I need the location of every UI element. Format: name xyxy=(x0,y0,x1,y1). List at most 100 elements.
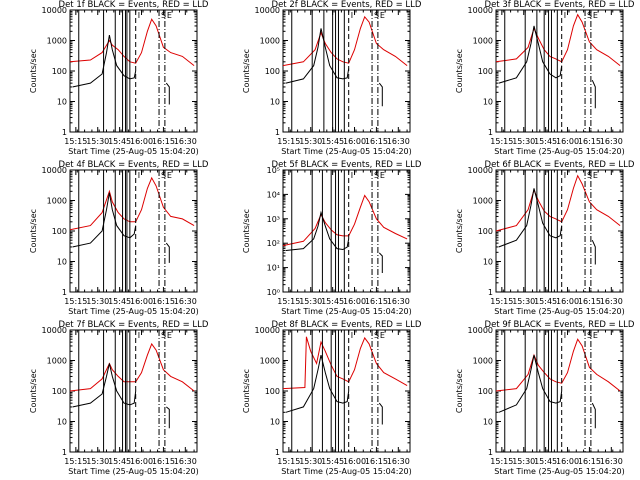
x-axis-label: Start Time (25-Aug-05 15:04:20) xyxy=(494,147,625,156)
x-tick-label: 16:15 xyxy=(578,137,601,146)
y-axis-label: Counts/sec xyxy=(242,209,251,253)
x-tick-label: 15:30 xyxy=(299,457,322,466)
y-tick-label: 10000 xyxy=(468,326,493,335)
x-tick-label: 16:00 xyxy=(130,457,153,466)
time-marker-label: S xyxy=(587,11,592,20)
events-series-line xyxy=(498,354,563,413)
chart-panel-4: Det 4f BLACK = Events, RED = LLD 1 10 100 10… xyxy=(29,160,209,316)
events-series-line xyxy=(165,406,170,429)
x-tick-label: 16:15 xyxy=(365,297,388,306)
x-tick-label: 16:15 xyxy=(152,457,175,466)
y-tick-label: 1000 xyxy=(260,37,280,46)
plot-frame xyxy=(69,9,198,133)
events-series-line xyxy=(285,210,350,251)
time-marker-label: S xyxy=(587,331,592,340)
y-tick-label: 1000 xyxy=(47,197,67,206)
y-axis-label: Counts/sec xyxy=(242,49,251,93)
x-tick-label: 15:30 xyxy=(86,137,109,146)
chart-panel-5: Det 5f BLACK = Events, RED = LLD 10⁰ 10¹ 10… xyxy=(242,160,422,316)
x-axis-label: Start Time (25-Aug-05 15:04:20) xyxy=(68,147,199,156)
y-tick-label: 100 xyxy=(265,387,280,396)
x-tick-label: 16:15 xyxy=(365,137,388,146)
time-marker-label: I xyxy=(351,171,353,180)
x-tick-label: 15:15 xyxy=(490,137,513,146)
y-tick-label: 1000 xyxy=(473,357,493,366)
y-tick-label: 1 xyxy=(62,128,67,137)
x-tick-label: 15:30 xyxy=(512,457,535,466)
y-tick-label: 10000 xyxy=(468,166,493,175)
time-marker-label: S xyxy=(374,331,379,340)
y-tick-label: 1000 xyxy=(47,37,67,46)
x-axis-label: Start Time (25-Aug-05 15:04:20) xyxy=(281,467,412,476)
y-tick-label: 10 xyxy=(483,418,493,427)
y-tick-label: 100 xyxy=(52,387,67,396)
x-tick-label: 15:15 xyxy=(490,297,513,306)
x-tick-label: 15:45 xyxy=(321,457,344,466)
time-marker-label: I xyxy=(138,331,140,340)
y-tick-label: 10 xyxy=(57,258,67,267)
plot-frame xyxy=(69,329,198,453)
time-marker-label: E xyxy=(167,11,172,20)
x-tick-label: 16:30 xyxy=(174,297,197,306)
x-axis-label: Start Time (25-Aug-05 15:04:20) xyxy=(494,467,625,476)
x-tick-label: 15:15 xyxy=(64,297,87,306)
y-tick-label: 100 xyxy=(478,387,493,396)
y-tick-label: 10⁰ xyxy=(267,288,280,297)
time-marker-label: E xyxy=(167,331,172,340)
x-tick-label: 15:45 xyxy=(534,457,557,466)
x-tick-label: 15:45 xyxy=(108,457,131,466)
x-tick-label: 16:30 xyxy=(174,457,197,466)
time-marker-label: S xyxy=(161,11,166,20)
lld-series-line xyxy=(282,194,408,247)
x-tick-label: 16:00 xyxy=(343,137,366,146)
time-marker-label: E xyxy=(380,11,385,20)
x-tick-label: 15:30 xyxy=(86,457,109,466)
y-tick-label: 1 xyxy=(62,448,67,457)
y-tick-label: 100 xyxy=(52,67,67,76)
x-axis-label: Start Time (25-Aug-05 15:04:20) xyxy=(68,307,199,316)
chart-panel-2: Det 2f BLACK = Events, RED = LLD 1 10 100 10… xyxy=(242,0,422,156)
x-tick-label: 16:15 xyxy=(578,457,601,466)
chart-title: Det 8f BLACK = Events, RED = LLD xyxy=(272,320,422,330)
time-marker-label: E xyxy=(167,171,172,180)
chart-panel-7: Det 7f BLACK = Events, RED = LLD 1 10 100 10… xyxy=(29,320,209,476)
x-tick-label: 15:45 xyxy=(534,297,557,306)
x-tick-label: 15:45 xyxy=(321,297,344,306)
lld-series-line xyxy=(495,174,621,232)
x-tick-label: 16:15 xyxy=(152,137,175,146)
plot-frame xyxy=(282,9,411,133)
time-marker-label: I xyxy=(564,331,566,340)
events-series-line xyxy=(165,242,170,263)
events-series-line xyxy=(285,28,350,84)
time-marker-label: E xyxy=(380,331,385,340)
x-tick-label: 15:30 xyxy=(299,137,322,146)
y-tick-label: 1000 xyxy=(473,197,493,206)
x-tick-label: 15:15 xyxy=(490,457,513,466)
x-tick-label: 15:15 xyxy=(64,457,87,466)
y-tick-label: 10³ xyxy=(267,215,280,224)
lld-series-line xyxy=(495,338,621,392)
y-tick-label: 10 xyxy=(270,418,280,427)
events-series-line xyxy=(378,252,383,273)
x-tick-label: 15:45 xyxy=(108,297,131,306)
time-marker-label: S xyxy=(374,171,379,180)
x-tick-label: 16:30 xyxy=(387,137,410,146)
y-tick-label: 10⁵ xyxy=(267,166,280,175)
x-tick-label: 15:30 xyxy=(299,297,322,306)
plot-frame xyxy=(495,329,624,453)
chart-panel-3: Det 3f BLACK = Events, RED = LLD 1 10 100 10… xyxy=(455,0,635,156)
y-tick-label: 10² xyxy=(267,239,280,248)
y-tick-label: 1000 xyxy=(47,357,67,366)
x-tick-label: 16:00 xyxy=(556,297,579,306)
time-marker-label: E xyxy=(593,171,598,180)
x-tick-label: 15:45 xyxy=(534,137,557,146)
x-tick-label: 16:30 xyxy=(600,297,623,306)
y-tick-label: 1 xyxy=(488,288,493,297)
y-tick-label: 1 xyxy=(488,128,493,137)
x-axis-label: Start Time (25-Aug-05 15:04:20) xyxy=(281,147,412,156)
x-tick-label: 15:45 xyxy=(108,137,131,146)
time-marker-label: S xyxy=(161,331,166,340)
x-tick-label: 16:30 xyxy=(600,457,623,466)
time-marker-label: E xyxy=(593,331,598,340)
